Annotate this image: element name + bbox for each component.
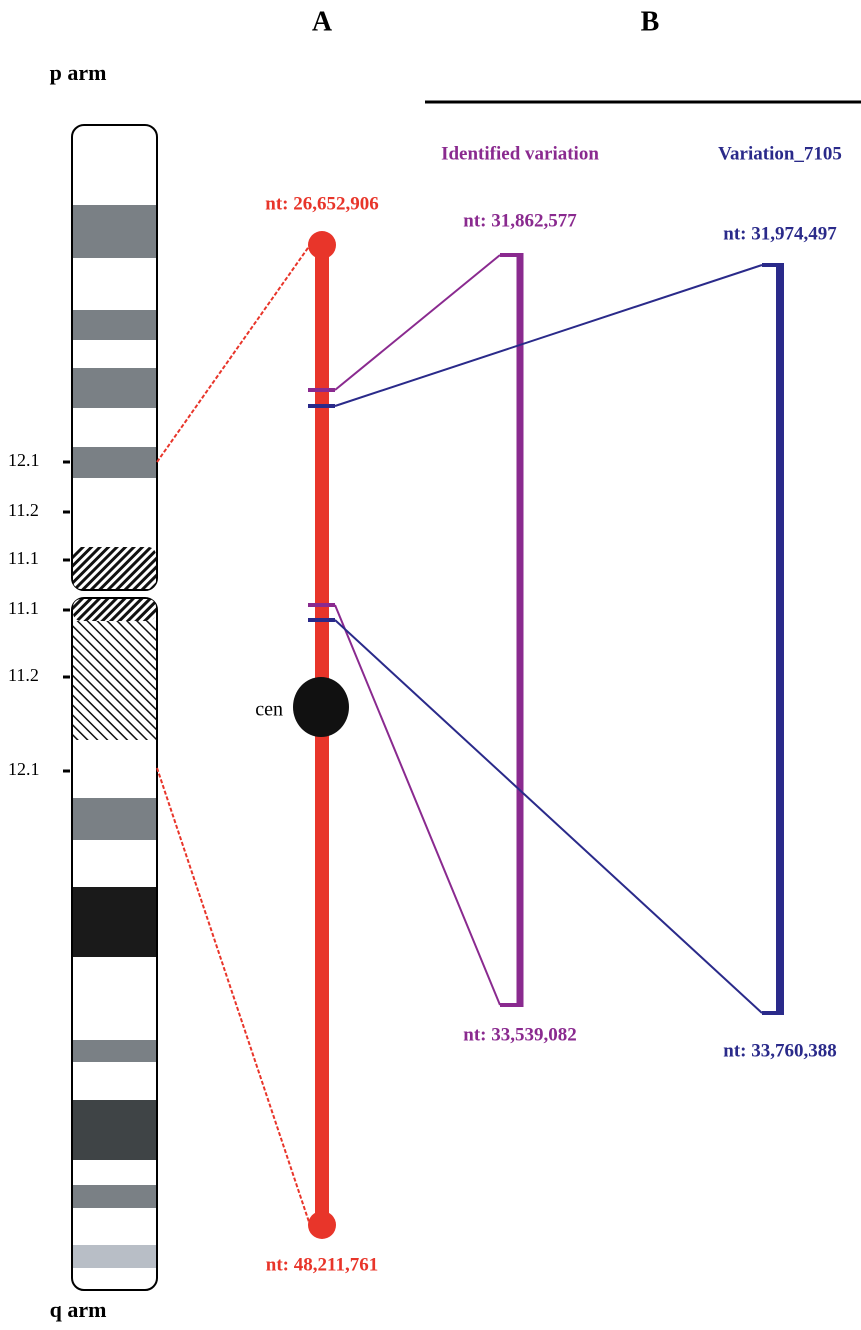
figure: A B p arm q arm 12.1 11.2 11.1 11.1 11.2…	[0, 0, 861, 1330]
zoom-lines	[157, 245, 310, 1225]
arm-label: p arm	[50, 60, 107, 85]
band-ticks	[63, 462, 70, 771]
region-end: nt: 48,211,761	[266, 1254, 378, 1275]
band-label: 11.2	[8, 665, 39, 685]
variation-1	[308, 253, 523, 1007]
band-label: 11.1	[8, 548, 39, 568]
region-bar	[293, 231, 349, 1239]
band-label: 12.1	[8, 759, 40, 779]
band-labels: 12.1 11.2 11.1 11.1 11.2 12.1	[8, 450, 40, 779]
panel-label: B	[641, 6, 660, 37]
region-start: nt: 26,652,906	[265, 193, 378, 214]
arm-label: q arm	[50, 1297, 107, 1322]
variation-end: nt: 33,539,082	[463, 1024, 576, 1045]
variation-name: Variation_7105	[718, 143, 842, 164]
variation-start: nt: 31,974,497	[723, 223, 837, 244]
variation-start: nt: 31,862,577	[463, 210, 577, 231]
band-label: 12.1	[8, 450, 40, 470]
centromere-label: cen	[255, 699, 283, 721]
chromosome	[72, 125, 157, 1290]
variation-2	[308, 263, 783, 1015]
band-label: 11.2	[8, 500, 39, 520]
panel-label: A	[312, 6, 333, 37]
variation-name: Identified variation	[441, 143, 599, 164]
page: A B p arm q arm 12.1 11.2 11.1 11.1 11.2…	[0, 0, 861, 1330]
band-label: 11.1	[8, 598, 39, 618]
variation-end: nt: 33,760,388	[723, 1040, 836, 1061]
